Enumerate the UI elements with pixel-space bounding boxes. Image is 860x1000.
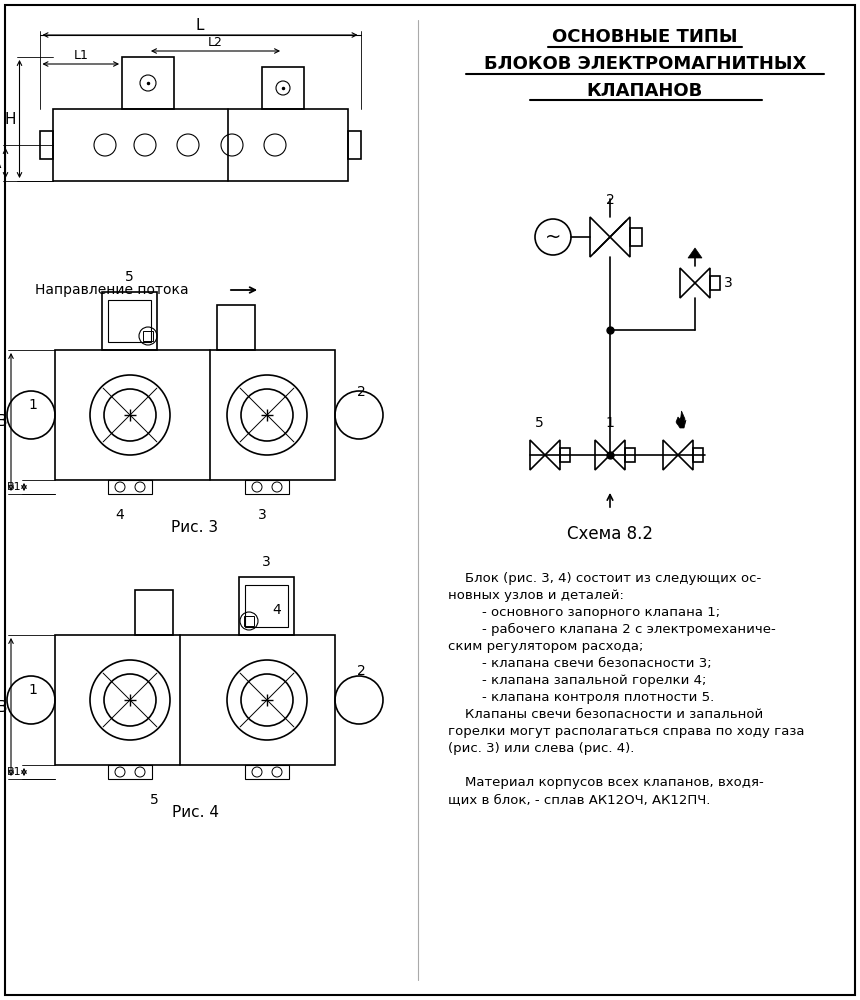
Text: ~: ~ xyxy=(545,228,562,246)
Text: 2: 2 xyxy=(357,664,366,678)
Text: горелки могут располагаться справа по ходу газа: горелки могут располагаться справа по хо… xyxy=(448,725,804,738)
Bar xyxy=(55,635,335,765)
Text: 3: 3 xyxy=(724,276,733,290)
Text: A: A xyxy=(0,155,2,170)
Text: ским регулятором расхода;: ским регулятором расхода; xyxy=(448,640,643,653)
Polygon shape xyxy=(688,248,702,258)
Text: B: B xyxy=(0,700,7,714)
Text: L2: L2 xyxy=(208,36,223,49)
Text: Блок (рис. 3, 4) состоит из следующих ос-: Блок (рис. 3, 4) состоит из следующих ос… xyxy=(448,572,761,585)
Bar xyxy=(239,577,294,635)
Text: Клапаны свечи безопасности и запальной: Клапаны свечи безопасности и запальной xyxy=(448,708,764,721)
Bar xyxy=(245,480,289,494)
Text: - основного запорного клапана 1;: - основного запорного клапана 1; xyxy=(448,606,720,619)
Text: 2: 2 xyxy=(357,385,366,399)
Text: БЛОКОВ ЭЛЕКТРОМАГНИТНЫХ: БЛОКОВ ЭЛЕКТРОМАГНИТНЫХ xyxy=(484,55,806,73)
Bar xyxy=(710,276,720,290)
Text: 5: 5 xyxy=(150,793,158,807)
Text: - рабочего клапана 2 с электромеханиче-: - рабочего клапана 2 с электромеханиче- xyxy=(448,623,776,636)
Text: 5: 5 xyxy=(535,416,544,430)
Bar xyxy=(102,292,157,350)
Bar xyxy=(108,300,151,342)
Bar xyxy=(217,305,255,350)
Text: 4: 4 xyxy=(115,508,125,522)
Bar xyxy=(55,350,335,480)
Text: L1: L1 xyxy=(73,49,89,62)
Text: H: H xyxy=(4,111,15,126)
Text: 4: 4 xyxy=(676,416,685,430)
Text: 4: 4 xyxy=(273,603,281,617)
Text: ОСНОВНЫЕ ТИПЫ: ОСНОВНЫЕ ТИПЫ xyxy=(552,28,738,46)
Text: - клапана контроля плотности 5.: - клапана контроля плотности 5. xyxy=(448,691,715,704)
Bar xyxy=(108,480,152,494)
Text: 1: 1 xyxy=(28,683,38,697)
Bar xyxy=(347,131,360,159)
Bar xyxy=(625,448,635,462)
Bar xyxy=(262,67,304,109)
Bar xyxy=(143,331,153,341)
Text: щих в блок, - сплав АК12ОЧ, АК12ПЧ.: щих в блок, - сплав АК12ОЧ, АК12ПЧ. xyxy=(448,793,710,806)
Bar xyxy=(122,57,174,109)
Text: 1: 1 xyxy=(28,398,38,412)
Bar xyxy=(108,765,152,779)
Text: - клапана свечи безопасности 3;: - клапана свечи безопасности 3; xyxy=(448,657,711,670)
Text: Рис. 4: Рис. 4 xyxy=(171,805,218,820)
Bar xyxy=(245,585,288,627)
Bar xyxy=(52,109,347,181)
Text: 1: 1 xyxy=(605,416,614,430)
Bar xyxy=(693,448,703,462)
Text: B: B xyxy=(0,414,7,430)
Bar xyxy=(630,228,642,246)
Bar xyxy=(245,765,289,779)
Text: B1: B1 xyxy=(6,767,21,777)
Text: L: L xyxy=(196,18,205,33)
Bar xyxy=(560,448,570,462)
Text: 5: 5 xyxy=(125,270,134,284)
Bar xyxy=(40,131,52,159)
Text: - клапана запальной горелки 4;: - клапана запальной горелки 4; xyxy=(448,674,706,687)
Polygon shape xyxy=(676,411,686,428)
Text: 3: 3 xyxy=(258,508,267,522)
Bar xyxy=(244,616,254,626)
Text: Направление потока: Направление потока xyxy=(35,283,188,297)
Text: (рис. 3) или слева (рис. 4).: (рис. 3) или слева (рис. 4). xyxy=(448,742,635,755)
Text: Материал корпусов всех клапанов, входя-: Материал корпусов всех клапанов, входя- xyxy=(448,776,764,789)
Text: B1: B1 xyxy=(6,482,21,492)
Text: Рис. 3: Рис. 3 xyxy=(171,520,218,535)
Text: новных узлов и деталей:: новных узлов и деталей: xyxy=(448,589,624,602)
Text: 3: 3 xyxy=(262,555,271,569)
Bar xyxy=(135,590,173,635)
Text: 2: 2 xyxy=(605,193,614,207)
Text: Схема 8.2: Схема 8.2 xyxy=(567,525,653,543)
Text: КЛАПАНОВ: КЛАПАНОВ xyxy=(587,82,703,100)
